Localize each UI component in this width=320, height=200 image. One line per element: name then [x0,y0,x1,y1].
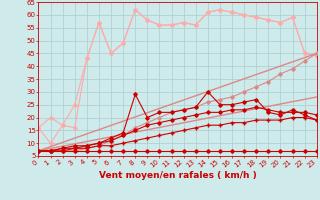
X-axis label: Vent moyen/en rafales ( km/h ): Vent moyen/en rafales ( km/h ) [99,171,256,180]
